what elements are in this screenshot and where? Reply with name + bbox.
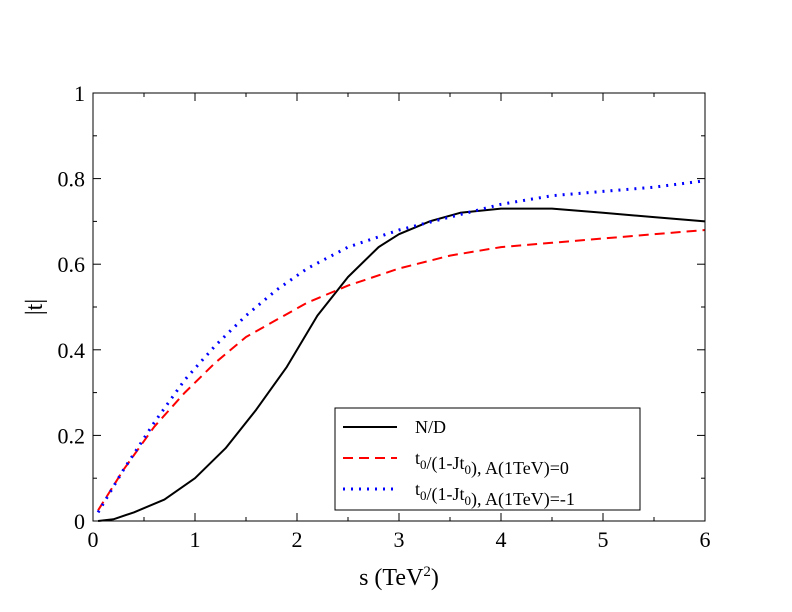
legend-box — [334, 407, 641, 511]
legend-label-1: N/D — [415, 417, 446, 437]
x-tick-label: 1 — [190, 527, 201, 552]
x-axis-label-superscript: 2 — [423, 564, 431, 580]
y-tick-label: 0.8 — [58, 167, 86, 192]
legend-label-subscript: 0 — [465, 493, 472, 508]
y-tick-label: 0.6 — [58, 252, 86, 277]
plot-frame — [92, 92, 706, 522]
legend-label-2: t0/(1-Jt0), A(1TeV)=0 — [415, 448, 569, 479]
legend-label-part: t — [415, 448, 420, 468]
y-axis-label: |t| — [22, 299, 48, 315]
legend-label-subscript: 0 — [420, 457, 427, 472]
x-tick-label: 0 — [88, 527, 99, 552]
legend-label-subscript: 0 — [465, 462, 472, 477]
x-axis-label-text: s (TeV — [359, 565, 424, 591]
y-tick-label: 0.2 — [58, 423, 86, 448]
legend-label-part: /(1-Jt — [427, 484, 465, 505]
series-line-2 — [97, 229, 706, 511]
legend-label-part: /(1-Jt — [427, 453, 465, 474]
legend-label-3: t0/(1-Jt0), A(1TeV)=-1 — [415, 479, 575, 510]
legend: N/Dt0/(1-Jt0), A(1TeV)=0t0/(1-Jt0), A(1T… — [334, 407, 641, 511]
x-axis-label: s (TeV2) — [359, 564, 439, 591]
legend-label-part: ), A(1TeV)=0 — [471, 458, 569, 479]
series-layer — [96, 179, 706, 522]
x-tick-label: 3 — [394, 527, 405, 552]
legend-label-subscript: 0 — [420, 488, 427, 503]
x-tick-label: 5 — [598, 527, 609, 552]
x-tick-label: 6 — [700, 527, 711, 552]
x-tick-label: 4 — [496, 527, 507, 552]
legend-label-part: t — [415, 479, 420, 499]
x-tick-label: 2 — [292, 527, 303, 552]
y-tick-label: 0 — [74, 509, 85, 534]
ticks-layer: 0 1 2 3 4 5 6 0 0.2 0.4 0.6 0.8 1 — [58, 81, 711, 552]
y-tick-label: 0.4 — [58, 338, 86, 363]
x-axis-label-close: ) — [431, 565, 439, 591]
y-tick-label: 1 — [74, 81, 85, 106]
legend-label-part: ), A(1TeV)=-1 — [471, 489, 575, 510]
series-line-1 — [97, 207, 706, 522]
legend-label-part: N/D — [415, 417, 446, 437]
